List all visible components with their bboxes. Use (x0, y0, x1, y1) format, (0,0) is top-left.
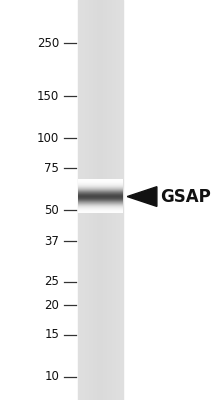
Text: GSAP: GSAP (160, 188, 211, 206)
Text: 10: 10 (45, 370, 59, 383)
Text: 15: 15 (45, 328, 59, 341)
Text: 150: 150 (37, 90, 59, 103)
Text: 75: 75 (45, 162, 59, 175)
Text: 100: 100 (37, 132, 59, 145)
Text: 50: 50 (45, 204, 59, 217)
Text: 25: 25 (45, 276, 59, 288)
Text: 250: 250 (37, 37, 59, 50)
Text: 20: 20 (45, 298, 59, 312)
Polygon shape (127, 187, 157, 206)
Text: 37: 37 (45, 235, 59, 248)
Bar (78, 0, 123, 400)
